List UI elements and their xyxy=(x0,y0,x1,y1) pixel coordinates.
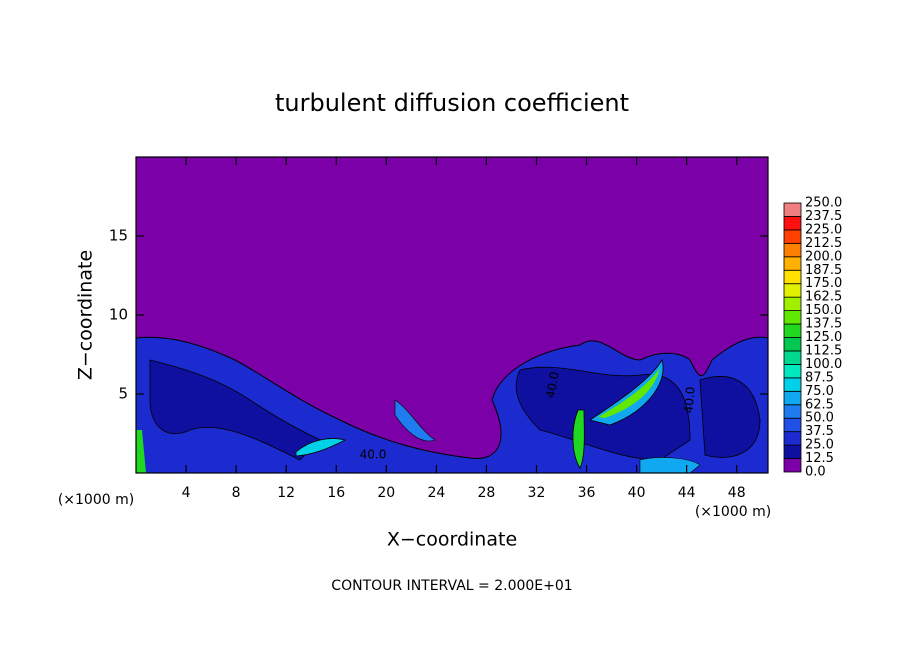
colorbar-band xyxy=(783,458,802,473)
colorbar-band xyxy=(783,216,802,231)
colorbar-band xyxy=(783,417,802,433)
colorbar-label: 212.5 xyxy=(805,236,842,251)
colorbar-band xyxy=(783,296,802,311)
colorbar-band xyxy=(783,283,802,298)
contour-label: 40.0 xyxy=(543,371,561,400)
colorbar-label: 187.5 xyxy=(805,263,842,278)
colorbar-band xyxy=(783,390,802,406)
x-tick-label: 8 xyxy=(232,485,241,501)
colorbar-label: 200.0 xyxy=(805,249,842,264)
colorbar-band xyxy=(783,269,802,285)
colorbar-label: 112.5 xyxy=(805,343,842,358)
colorbar-band xyxy=(783,310,802,325)
colorbar-label: 125.0 xyxy=(805,330,842,345)
colorbar-label: 37.5 xyxy=(805,424,834,439)
x-unit: (×1000 m) xyxy=(695,504,771,520)
colorbar-label: 162.5 xyxy=(805,290,842,305)
colorbar-band xyxy=(783,350,802,365)
colorbar-band xyxy=(783,431,802,446)
colorbar-label: 175.0 xyxy=(805,276,842,291)
x-tick-label: 20 xyxy=(377,485,395,501)
x-tick-label: 32 xyxy=(528,485,546,501)
colorbar-band xyxy=(783,256,802,271)
colorbar-band xyxy=(783,202,802,217)
y-tick-label: 10 xyxy=(109,306,128,324)
chart-title: turbulent diffusion coefficient xyxy=(275,89,629,117)
contour-field xyxy=(135,157,769,474)
x-tick-label: 24 xyxy=(427,485,445,501)
y-tick-label: 15 xyxy=(109,227,128,245)
y-unit: (×1000 m) xyxy=(58,492,134,508)
colorbar-band xyxy=(783,404,802,419)
colorbar-band xyxy=(783,242,802,258)
x-tick-label: 48 xyxy=(728,485,746,501)
colorbar-label: 25.0 xyxy=(805,438,834,453)
contour-label: 40.0 xyxy=(681,386,697,414)
x-tick-label: 12 xyxy=(277,485,295,501)
colorbar-band xyxy=(783,229,802,244)
colorbar-band xyxy=(783,363,802,379)
y-tick-label: 5 xyxy=(118,385,128,403)
x-tick-label: 4 xyxy=(182,485,191,501)
colorbar-label: 237.5 xyxy=(805,209,842,224)
colorbar-label: 87.5 xyxy=(805,370,834,385)
x-tick-label: 40 xyxy=(628,485,646,501)
x-tick-label: 36 xyxy=(578,485,596,501)
colorbar-label: 250.0 xyxy=(805,196,842,211)
colorbar-label: 12.5 xyxy=(805,451,834,466)
x-tick-label: 44 xyxy=(678,485,696,501)
colorbar-label: 225.0 xyxy=(805,222,842,237)
colorbar-label: 75.0 xyxy=(805,384,834,399)
colorbar-band xyxy=(783,337,802,352)
colorbar-band xyxy=(783,377,802,392)
x-axis-label: X−coordinate xyxy=(387,529,517,551)
colorbar-label: 100.0 xyxy=(805,357,842,372)
y-axis-label: Z−coordinate xyxy=(75,250,97,380)
colorbar-label: 150.0 xyxy=(805,303,842,318)
contour-label: 40.0 xyxy=(360,448,387,462)
colorbar-label: 50.0 xyxy=(805,411,834,426)
colorbar-label: 62.5 xyxy=(805,397,834,412)
x-tick-label: 16 xyxy=(327,485,345,501)
colorbar-label: 0.0 xyxy=(805,465,826,480)
colorbar-band xyxy=(783,444,802,459)
colorbar-band xyxy=(783,323,802,338)
colorbar-label: 137.5 xyxy=(805,317,842,332)
footer: CONTOUR INTERVAL = 2.000E+01 xyxy=(331,578,572,594)
x-tick-label: 28 xyxy=(478,485,496,501)
